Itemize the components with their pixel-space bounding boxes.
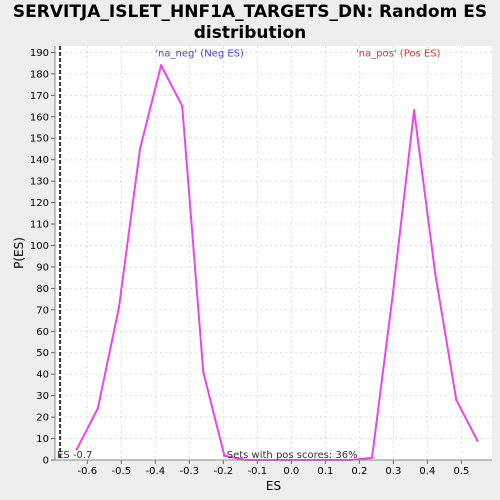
plot-area	[55, 46, 492, 460]
annotations: ES -0.7 'na_neg' (Neg ES) 'na_pos' (Pos ES…	[57, 49, 440, 461]
data-point	[159, 64, 163, 67]
neg-es-annotation: 'na_neg' (Neg ES)	[155, 49, 244, 60]
y-tick-label: 80	[36, 284, 49, 295]
y-tick-label: 30	[36, 391, 49, 402]
y-tick-label: 110	[30, 220, 49, 231]
x-tick-label: -0.6	[78, 466, 98, 477]
grid	[55, 46, 492, 461]
y-tick-label: 60	[36, 327, 49, 338]
x-tick-label: 0.4	[419, 466, 435, 477]
data-point	[96, 407, 100, 410]
y-tick-label: 40	[36, 370, 49, 381]
x-tick-label: 0.5	[453, 466, 469, 477]
pos-scores-annotation: Sets with pos scores: 36%	[227, 450, 358, 461]
data-point	[202, 370, 205, 374]
data-point	[370, 456, 374, 460]
y-tick-label: 190	[30, 48, 49, 59]
chart-title: SERVITJA_ISLET_HNF1A_TARGETS_DN: Random …	[0, 2, 500, 44]
x-tick-label: 0.0	[283, 466, 299, 477]
x-tick-label: -0.2	[214, 466, 234, 477]
data-point	[476, 439, 479, 442]
y-tick-label: 120	[30, 198, 49, 209]
y-tick-label: 70	[36, 305, 49, 316]
x-axis-label: ES	[266, 479, 281, 493]
x-tick-label: -0.3	[180, 466, 200, 477]
data-point	[138, 147, 142, 151]
data-point	[75, 448, 78, 451]
pos-es-annotation: 'na_pos' (Pos ES)	[356, 49, 441, 60]
chart-title-line-1: SERVITJA_ISLET_HNF1A_TARGETS_DN: Random …	[12, 2, 488, 22]
y-tick-label: 50	[36, 348, 49, 359]
es-label: ES -0.7	[57, 450, 92, 461]
data-point	[434, 272, 437, 275]
y-tick-label: 130	[30, 177, 49, 188]
y-tick-label: 150	[30, 134, 49, 145]
y-tick-label: 140	[30, 155, 49, 166]
chart-title-line-2: distribution	[193, 23, 307, 43]
data-point	[180, 104, 184, 108]
y-tick-label: 170	[30, 91, 49, 102]
y-tick-label: 90	[36, 262, 49, 273]
y-tick-label: 20	[36, 413, 49, 424]
x-tick-label: 0.1	[317, 466, 333, 477]
data-point	[391, 291, 395, 294]
y-tick-label: 180	[30, 69, 49, 80]
x-tick-label: 0.3	[385, 466, 401, 477]
y-tick-label: 10	[36, 434, 49, 445]
y-tick-label: 160	[30, 112, 49, 123]
y-tick-label: 100	[30, 241, 49, 252]
axes	[51, 46, 492, 464]
data-point	[412, 109, 416, 112]
y-axis-label: P(ES)	[12, 237, 26, 269]
x-tick-label: -0.1	[248, 466, 268, 477]
x-tick-label: -0.5	[112, 466, 132, 477]
data-point	[223, 454, 226, 457]
x-tick-label: -0.4	[146, 466, 166, 477]
data-point	[455, 398, 458, 402]
y-tick-label: 0	[43, 456, 49, 467]
tick-labels: 0 10 20 30 40 50 60 70 80 90 100 110 120 130 140 150 160…	[30, 48, 469, 477]
data-point	[117, 306, 121, 309]
x-tick-label: 0.2	[351, 466, 367, 477]
